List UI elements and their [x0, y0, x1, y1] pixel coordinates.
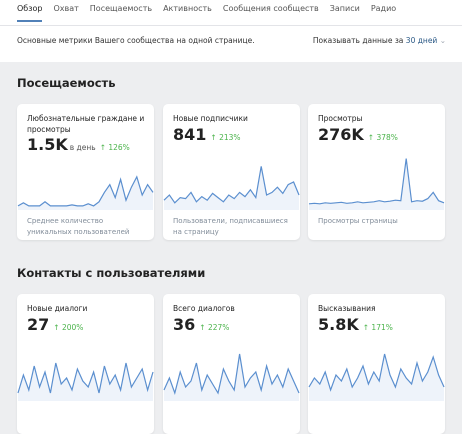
growth-arrow: ↑ [99, 143, 109, 152]
period-value[interactable]: 30 дней [405, 36, 438, 45]
value-text: 1.5K [27, 135, 68, 154]
value-unit: в день [69, 143, 96, 152]
metric-card[interactable]: Новые подписчики 841 ↑ 213% Пользователи, п… [163, 104, 300, 240]
sparkline [308, 353, 445, 401]
growth: ↑ 126% [100, 143, 130, 152]
separator [0, 25, 462, 26]
growth: ↑ 171% [363, 323, 393, 332]
metric-card[interactable]: Высказывания 5.8K ↑ 171% [308, 294, 445, 434]
growth-arrow: ↑ [210, 133, 220, 142]
sparkline [17, 362, 154, 401]
sparkline-line [17, 175, 154, 207]
tab[interactable]: Записи [329, 4, 360, 13]
sparkline-line [163, 353, 300, 396]
card-title: Всего диалогов [173, 304, 235, 313]
value-text: 5.8K [318, 315, 359, 334]
value-text: 276K [318, 125, 364, 144]
sparkline [163, 353, 300, 401]
growth: ↑ 213% [210, 133, 240, 142]
sparkline-line [308, 158, 445, 205]
growth-arrow: ↑ [199, 323, 208, 332]
sparkline-line [17, 362, 154, 394]
growth-arrow: ↑ [362, 323, 372, 332]
growth: ↑ 378% [368, 133, 398, 142]
sparkline-area [309, 158, 444, 210]
value-text: 841 [173, 125, 207, 144]
metric-value: 276K ↑ 378% [318, 125, 398, 144]
card-description: Пользователи, подписавшиеся на страницу [173, 217, 288, 236]
card-title: Новые диалоги [27, 304, 88, 313]
card-title: Высказывания [318, 304, 376, 313]
growth-text: 200% [61, 323, 84, 332]
intro-text: Основные метрики Вашего сообщества на од… [17, 36, 255, 45]
card-description: Среднее количество уникальных пользовате… [27, 217, 130, 236]
card-title: Любознательные граждане и просмотры [27, 114, 145, 134]
growth-arrow: ↑ [367, 133, 377, 142]
metric-card[interactable]: Новые диалоги 27 ↑ 200% [17, 294, 154, 434]
tab[interactable]: Активность [163, 4, 212, 13]
card-title: Просмотры [318, 114, 363, 123]
metric-value: 841 ↑ 213% [173, 125, 241, 144]
growth: ↑ 227% [199, 323, 229, 332]
section-title: Посещаемость [17, 76, 116, 90]
header-panel: Обзор Охват Посещаемость Активность Сообщени… [0, 0, 462, 62]
sparkline-line [308, 353, 445, 392]
growth-text: 171% [371, 323, 393, 332]
metric-value: 5.8K ↑ 171% [318, 315, 393, 334]
metric-card[interactable]: Просмотры 276K ↑ 378% Просмотры страницы [308, 104, 445, 240]
card-description: Просмотры страницы [318, 217, 398, 225]
metric-value: 36 ↑ 227% [173, 315, 229, 334]
sparkline-line [163, 166, 300, 204]
sparkline [308, 158, 445, 210]
card-title: Новые подписчики [173, 114, 248, 123]
period-selector[interactable]: Показывать данные за 30 дней ⌄ [313, 36, 446, 45]
tab-bar: Обзор Охват Посещаемость Активность Сообщени… [17, 4, 396, 22]
chevron: ⌄ [439, 36, 446, 45]
sparkline [163, 166, 300, 210]
growth: ↑ 200% [53, 323, 83, 332]
tab[interactable]: Обзор [17, 4, 43, 22]
growth-text: 126% [108, 143, 130, 152]
metric-card[interactable]: Любознательные граждане и просмотры 1.5K в… [17, 104, 154, 240]
sparkline-area [164, 354, 299, 401]
growth-text: 227% [207, 323, 230, 332]
value-text: 27 [27, 315, 50, 334]
metric-value: 27 ↑ 200% [27, 315, 83, 334]
metric-value: 1.5K в день ↑ 126% [27, 135, 130, 154]
tab[interactable]: Охват [53, 4, 79, 13]
tab[interactable]: Радио [370, 4, 397, 13]
sparkline-area [18, 363, 153, 401]
value-text: 36 [173, 315, 196, 334]
section-title: Контакты с пользователями [17, 266, 206, 280]
tab[interactable]: Посещаемость [89, 4, 153, 13]
growth-text: 378% [376, 133, 398, 142]
tab[interactable]: Сообщения сообществ [222, 4, 319, 13]
growth-arrow: ↑ [53, 323, 62, 332]
sparkline-area [164, 166, 299, 210]
growth-text: 213% [219, 133, 241, 142]
metric-card[interactable]: Всего диалогов 36 ↑ 227% [163, 294, 300, 434]
sparkline [17, 175, 154, 210]
period-label: Показывать данные за [312, 36, 404, 45]
